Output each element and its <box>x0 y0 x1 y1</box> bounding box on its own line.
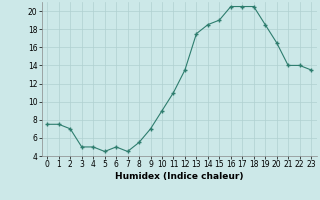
X-axis label: Humidex (Indice chaleur): Humidex (Indice chaleur) <box>115 172 244 181</box>
